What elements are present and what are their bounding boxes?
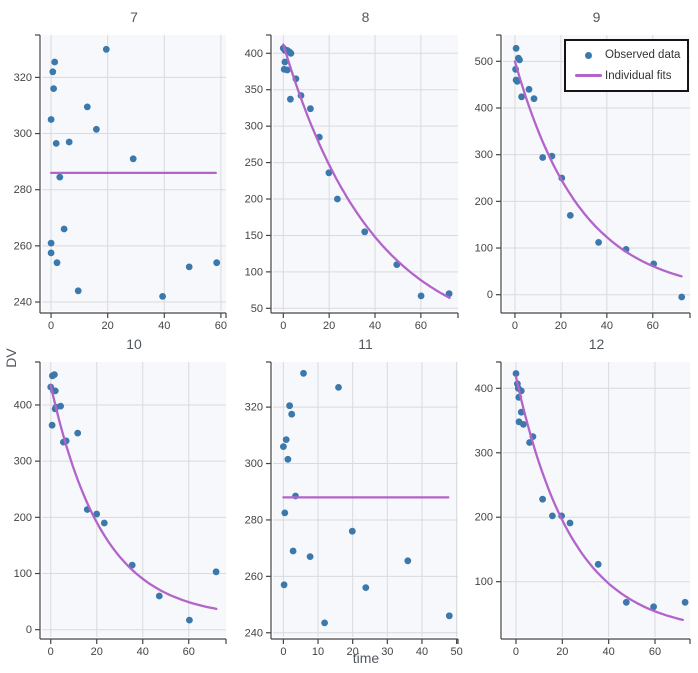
svg-text:20: 20 — [347, 646, 359, 658]
svg-text:400: 400 — [475, 383, 493, 395]
line-marker-icon — [575, 74, 602, 78]
svg-text:280: 280 — [245, 514, 263, 526]
svg-text:240: 240 — [14, 297, 32, 309]
svg-text:10: 10 — [312, 646, 324, 658]
legend-item-observed-data[interactable]: Observed data — [575, 49, 687, 61]
svg-text:20: 20 — [323, 320, 335, 332]
svg-text:0: 0 — [487, 289, 493, 301]
svg-text:350: 350 — [245, 84, 263, 96]
svg-text:320: 320 — [245, 402, 263, 414]
svg-text:400: 400 — [245, 48, 263, 60]
facet-title-10: 10 — [126, 336, 142, 352]
svg-text:60: 60 — [649, 646, 661, 658]
svg-text:100: 100 — [245, 266, 263, 278]
facet-plot-12[interactable]: 0 20 40 60 100 200 300 400 — [475, 361, 691, 658]
svg-text:300: 300 — [475, 149, 493, 161]
svg-text:0: 0 — [48, 320, 54, 332]
svg-text:50: 50 — [450, 646, 462, 658]
svg-text:250: 250 — [245, 157, 263, 169]
svg-text:240: 240 — [245, 627, 263, 639]
svg-text:20: 20 — [102, 320, 114, 332]
svg-text:400: 400 — [14, 399, 32, 411]
svg-text:40: 40 — [158, 320, 170, 332]
svg-text:400: 400 — [475, 103, 493, 115]
svg-text:260: 260 — [245, 571, 263, 583]
svg-text:320: 320 — [14, 72, 32, 84]
svg-text:40: 40 — [416, 646, 428, 658]
svg-text:40: 40 — [601, 320, 613, 332]
svg-text:40: 40 — [137, 646, 149, 658]
svg-text:260: 260 — [14, 240, 32, 252]
facet-plot-8[interactable]: 0 20 40 60 50 100 150 200 250 300 350 400 — [245, 34, 459, 332]
svg-text:40: 40 — [369, 320, 381, 332]
svg-text:200: 200 — [14, 512, 32, 524]
svg-text:0: 0 — [26, 624, 32, 636]
facet-plot-10[interactable]: 0 20 40 60 0 100 200 300 400 — [14, 361, 227, 658]
svg-text:0: 0 — [512, 320, 518, 332]
svg-text:300: 300 — [245, 458, 263, 470]
svg-text:0: 0 — [48, 646, 54, 658]
svg-text:20: 20 — [555, 320, 567, 332]
svg-text:20: 20 — [556, 646, 568, 658]
y-axis-title: DV — [3, 348, 19, 368]
legend-label-observed: Observed data — [605, 49, 681, 62]
svg-text:60: 60 — [183, 646, 195, 658]
svg-text:60: 60 — [647, 320, 659, 332]
facet-title-11: 11 — [358, 336, 373, 352]
facet-title-12: 12 — [588, 336, 605, 352]
legend-label-fits: Individual fits — [605, 69, 672, 82]
svg-text:50: 50 — [251, 303, 263, 315]
facet-title-7: 7 — [130, 9, 138, 25]
svg-text:300: 300 — [245, 121, 263, 133]
svg-text:280: 280 — [14, 184, 32, 196]
svg-text:60: 60 — [215, 320, 227, 332]
svg-text:500: 500 — [475, 56, 493, 68]
svg-text:150: 150 — [245, 230, 263, 242]
svg-text:200: 200 — [475, 196, 493, 208]
facet-plot-7[interactable]: 0 20 40 60 240 260 280 300 320 — [14, 34, 227, 332]
legend: Observed data Individual fits — [564, 39, 689, 92]
svg-text:40: 40 — [603, 646, 615, 658]
legend-item-individual-fits[interactable]: Individual fits — [575, 70, 687, 82]
svg-text:200: 200 — [475, 512, 493, 524]
svg-text:30: 30 — [381, 646, 393, 658]
svg-text:200: 200 — [245, 194, 263, 206]
x-axis-title: time — [352, 650, 380, 666]
svg-text:20: 20 — [91, 646, 103, 658]
svg-text:0: 0 — [280, 646, 286, 658]
svg-text:60: 60 — [415, 320, 427, 332]
facet-plot-11[interactable]: 0 10 20 30 40 50 240 260 280 300 320 — [245, 361, 463, 658]
svg-text:100: 100 — [475, 243, 493, 255]
svg-text:100: 100 — [14, 568, 32, 580]
svg-text:300: 300 — [475, 447, 493, 459]
facet-title-8: 8 — [361, 9, 370, 25]
facet-title-9: 9 — [592, 9, 601, 25]
scatter-marker-icon — [575, 51, 602, 59]
svg-text:0: 0 — [513, 646, 519, 658]
svg-text:0: 0 — [280, 320, 286, 332]
svg-text:300: 300 — [14, 456, 32, 468]
svg-text:100: 100 — [475, 576, 493, 588]
svg-text:300: 300 — [14, 128, 32, 140]
